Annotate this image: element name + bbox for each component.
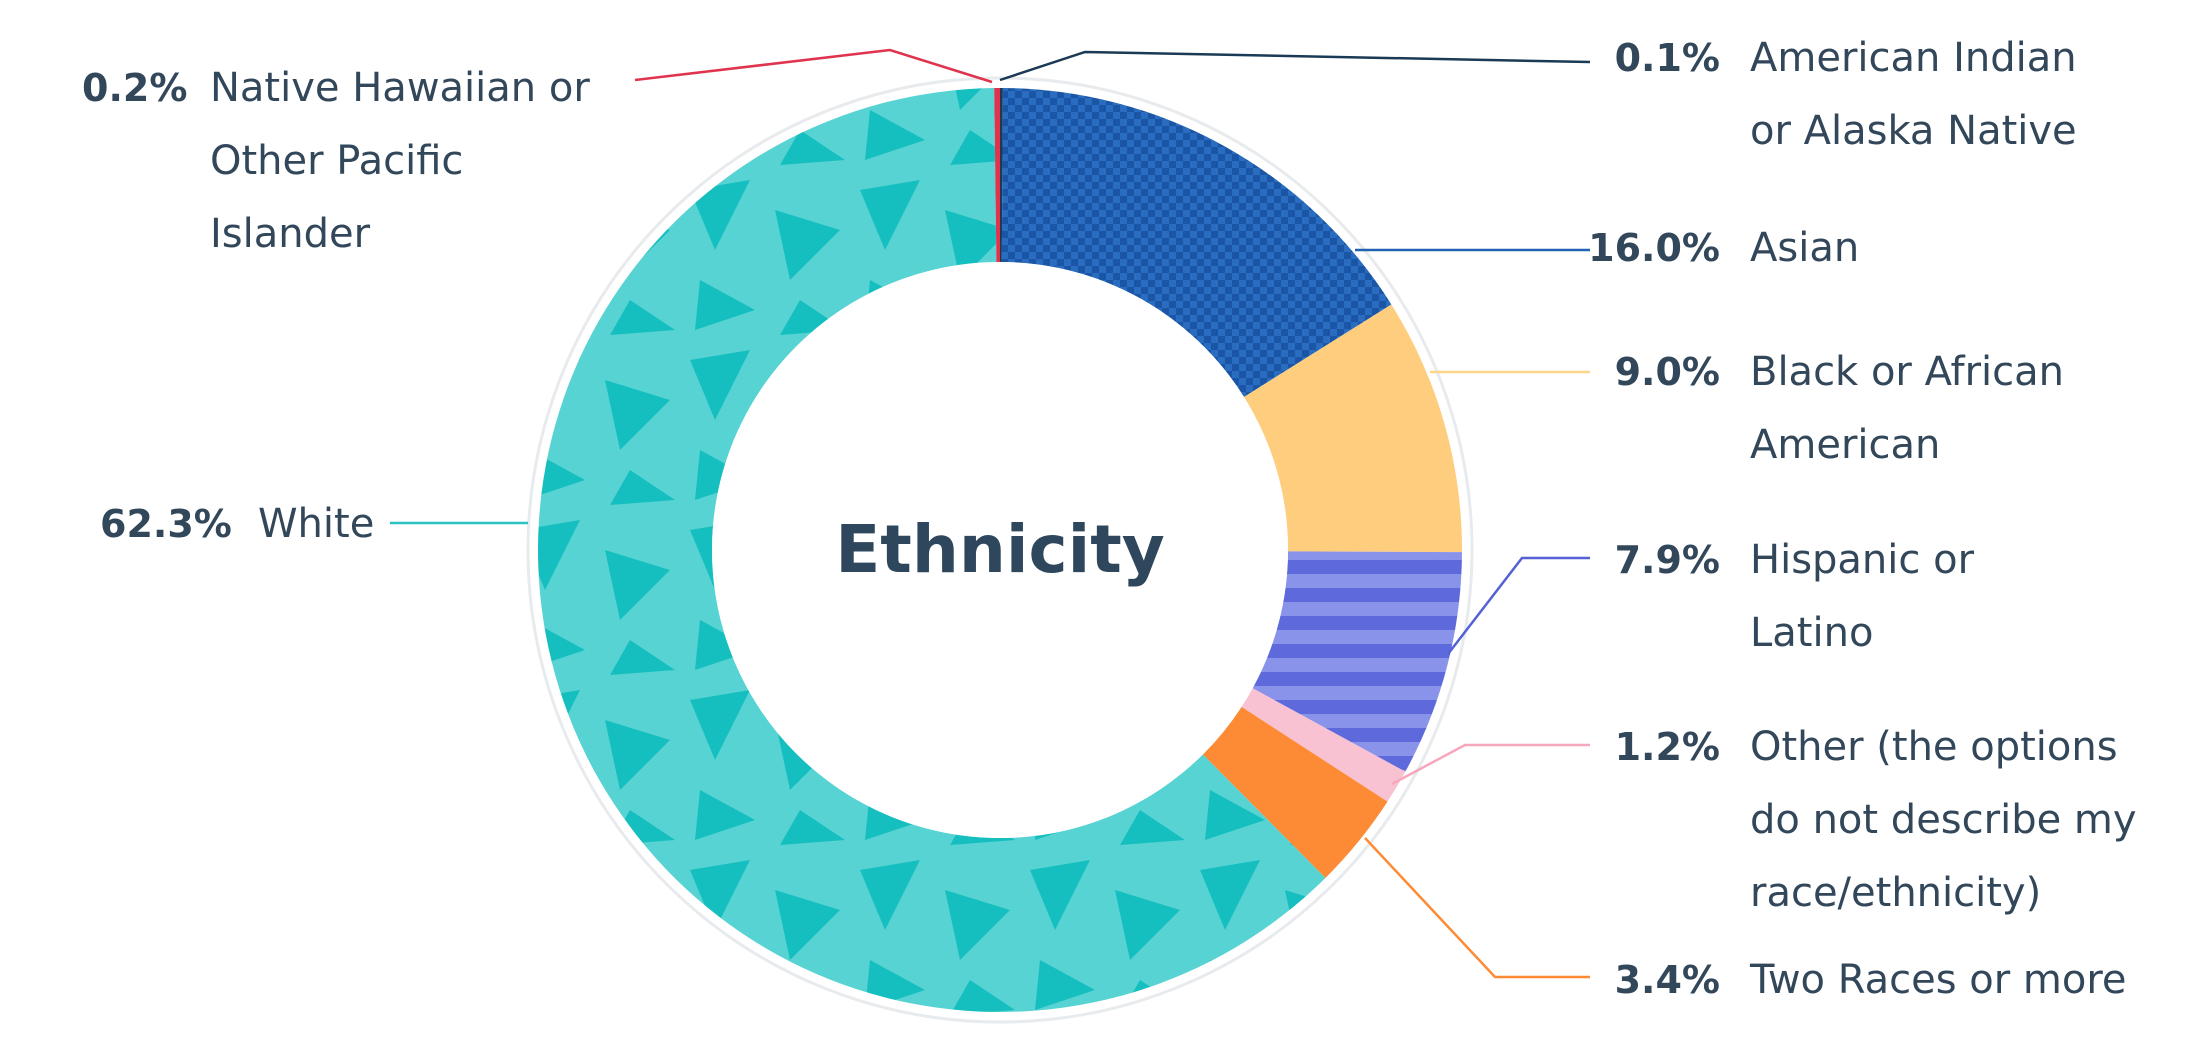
slice-black-or-african-american	[1243, 304, 1462, 553]
slice-american-indian-or-alaska-native	[1000, 88, 1003, 263]
pct-hispanic: 7.9%	[1614, 538, 1720, 582]
label-asian-line-1: Asian	[1750, 225, 1860, 271]
label-hispanic-line-2: Latino	[1750, 610, 1874, 656]
leader-line-other-the-options-do-not-describe-my-race-ethnicity	[1391, 743, 1590, 786]
pct-other: 1.2%	[1614, 725, 1720, 769]
label-american-indian-line-2: or Alaska Native	[1750, 108, 2077, 154]
pct-asian: 16.0%	[1588, 226, 1720, 270]
chart-center-title: Ethnicity	[835, 511, 1165, 588]
slice-native-hawaiian-or-other-pacific-islander	[994, 88, 1000, 263]
leader-line-hispanic-or-latino	[1447, 556, 1590, 655]
slice-asian	[1001, 88, 1392, 397]
pct-two-races: 3.4%	[1614, 958, 1720, 1002]
label-hispanic-line-1: Hispanic or	[1750, 537, 1975, 583]
label-other-line-1: Other (the options	[1750, 724, 2118, 770]
label-native-hawaiian-line-3: Islander	[210, 211, 371, 257]
pct-american-indian: 0.1%	[1614, 36, 1720, 80]
label-black-line-2: American	[1750, 422, 1941, 468]
slice-other-the-options-do-not-describe-my-race-ethnicity	[1241, 688, 1406, 802]
pct-native-hawaiian: 0.2%	[82, 66, 188, 110]
label-other-line-2: do not describe my	[1750, 797, 2137, 843]
slice-two-races-or-more	[1202, 706, 1388, 878]
label-native-hawaiian-line-2: Other Pacific	[210, 138, 464, 184]
leader-line-two-races-or-more	[1364, 837, 1590, 979]
label-native-hawaiian-line-1: Native Hawaiian or	[210, 65, 590, 111]
leader-line-native-hawaiian-or-other-pacific-islander	[634, 48, 993, 84]
label-black-line-1: Black or African	[1750, 349, 2065, 395]
pct-black: 9.0%	[1614, 350, 1720, 394]
label-other-line-3: race/ethnicity)	[1750, 870, 2042, 916]
donut-hole	[712, 262, 1288, 838]
label-white-line-1: White	[258, 501, 375, 547]
slice-white	[537, 88, 1326, 1013]
label-two-races-line-1: Two Races or more	[1750, 957, 2127, 1003]
slice-hispanic-or-latino	[1252, 551, 1462, 772]
pct-white: 62.3%	[100, 502, 232, 546]
label-american-indian-line-1: American Indian	[1750, 35, 2077, 81]
leader-line-american-indian-or-alaska-native	[999, 50, 1591, 82]
